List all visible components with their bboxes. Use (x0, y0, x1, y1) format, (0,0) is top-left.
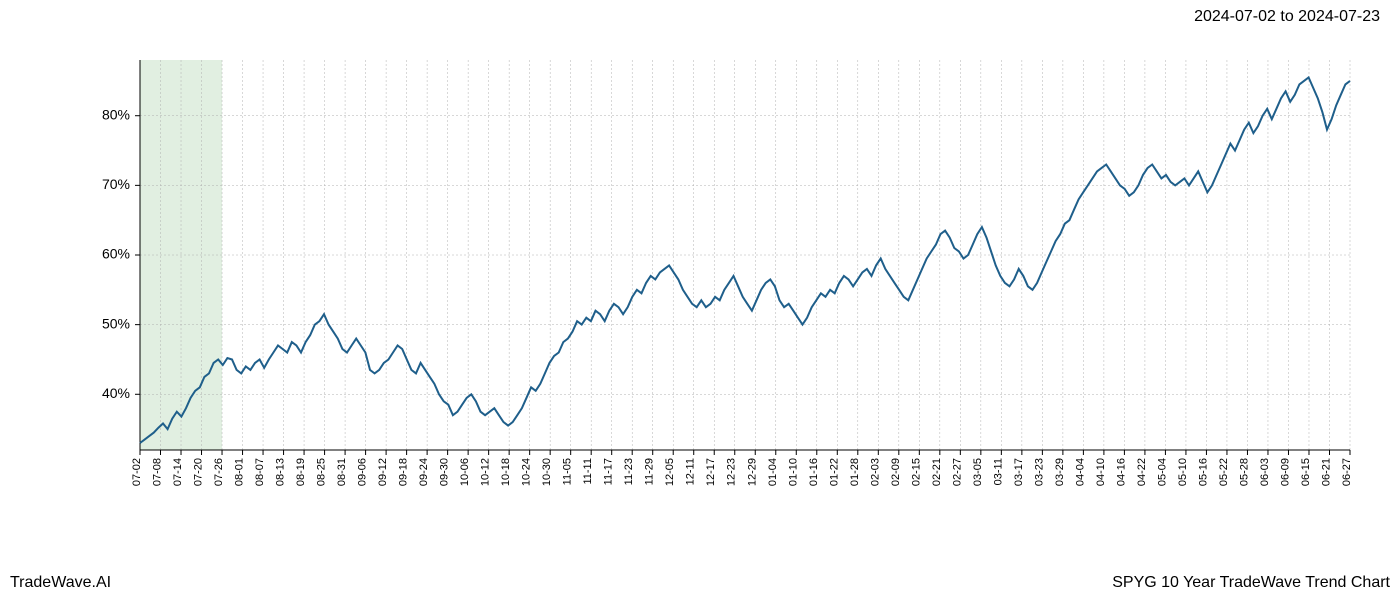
y-tick-label: 50% (102, 315, 130, 331)
x-tick-label: 08-01 (234, 458, 246, 486)
x-tick-label: 02-21 (931, 458, 943, 486)
x-tick-label: 01-22 (828, 458, 840, 486)
x-tick-label: 05-04 (1156, 458, 1168, 486)
x-tick-label: 01-10 (787, 458, 799, 486)
x-tick-label: 05-16 (1197, 458, 1209, 486)
x-tick-label: 06-27 (1341, 458, 1353, 486)
y-tick-label: 60% (102, 246, 130, 262)
x-tick-label: 11-23 (623, 458, 635, 485)
x-tick-label: 08-19 (295, 458, 307, 486)
x-tick-label: 02-09 (890, 458, 902, 486)
x-tick-label: 02-27 (951, 458, 963, 486)
x-tick-label: 01-16 (808, 458, 820, 486)
footer-chart-title: SPYG 10 Year TradeWave Trend Chart (1112, 574, 1390, 592)
x-tick-label: 08-07 (254, 458, 266, 486)
x-tick-label: 04-22 (1136, 458, 1148, 486)
x-tick-label: 12-29 (746, 458, 758, 486)
chart-area: 40% 50% 60% 70% 80% 07-02 07-08 07-14 07-20 07-26… (80, 50, 1360, 520)
x-tick-label: 12-17 (705, 458, 717, 486)
x-tick-label: 10-24 (521, 458, 533, 486)
x-tick-label: 09-12 (377, 458, 389, 486)
x-tick-label: 09-18 (398, 458, 410, 486)
x-tick-label: 07-08 (152, 458, 164, 486)
x-tick-label: 08-13 (275, 458, 287, 486)
x-tick-label: 06-15 (1300, 458, 1312, 486)
x-tick-label: 09-30 (439, 458, 451, 486)
x-tick-label: 03-29 (1054, 458, 1066, 486)
x-tick-label: 10-06 (459, 458, 471, 486)
x-tick-label: 11-29 (644, 458, 656, 485)
x-tick-label: 12-23 (726, 458, 738, 486)
x-tick-label: 07-20 (193, 458, 205, 486)
x-tick-label: 11-05 (562, 458, 574, 485)
x-tick-label: 04-16 (1115, 458, 1127, 486)
x-tick-label: 10-30 (541, 458, 553, 486)
y-tick-label: 40% (102, 385, 130, 401)
footer-brand: TradeWave.AI (10, 574, 111, 592)
x-tick-label: 04-10 (1095, 458, 1107, 486)
x-tick-label: 07-14 (172, 458, 184, 486)
x-tick-label: 12-11 (685, 458, 697, 485)
x-tick-label: 08-25 (316, 458, 328, 486)
data-series-line (140, 77, 1350, 443)
x-tick-label: 01-28 (849, 458, 861, 486)
x-tick-label: 03-23 (1033, 458, 1045, 486)
x-tick-label: 06-21 (1320, 458, 1332, 486)
x-tick-label: 07-26 (213, 458, 225, 486)
x-tick-label: 01-04 (767, 458, 779, 486)
x-tick-label: 11-17 (603, 458, 615, 485)
x-tick-label: 11-11 (582, 458, 594, 485)
x-tick-label: 03-05 (972, 458, 984, 486)
x-tick-label: 02-03 (869, 458, 881, 486)
x-tick-label: 04-04 (1074, 458, 1086, 486)
y-tick-label: 80% (102, 106, 130, 122)
x-tick-label: 06-03 (1259, 458, 1271, 486)
x-tick-label: 05-10 (1177, 458, 1189, 486)
x-tick-label: 07-02 (131, 458, 143, 486)
y-tick-label: 70% (102, 176, 130, 192)
x-tick-label: 03-17 (1013, 458, 1025, 486)
x-tick-label: 09-06 (357, 458, 369, 486)
x-tick-label: 12-05 (664, 458, 676, 486)
x-tick-label: 05-28 (1238, 458, 1250, 486)
x-tick-label: 09-24 (418, 458, 430, 486)
x-tick-label: 06-09 (1279, 458, 1291, 486)
x-tick-label: 10-12 (480, 458, 492, 486)
date-range-label: 2024-07-02 to 2024-07-23 (1194, 8, 1380, 26)
x-tick-label: 08-31 (336, 458, 348, 486)
x-tick-label: 03-11 (992, 458, 1004, 485)
x-tick-label: 02-15 (910, 458, 922, 486)
x-tick-label: 10-18 (500, 458, 512, 486)
line-chart: 40% 50% 60% 70% 80% 07-02 07-08 07-14 07-20 07-26… (80, 50, 1360, 520)
x-tick-label: 05-22 (1218, 458, 1230, 486)
